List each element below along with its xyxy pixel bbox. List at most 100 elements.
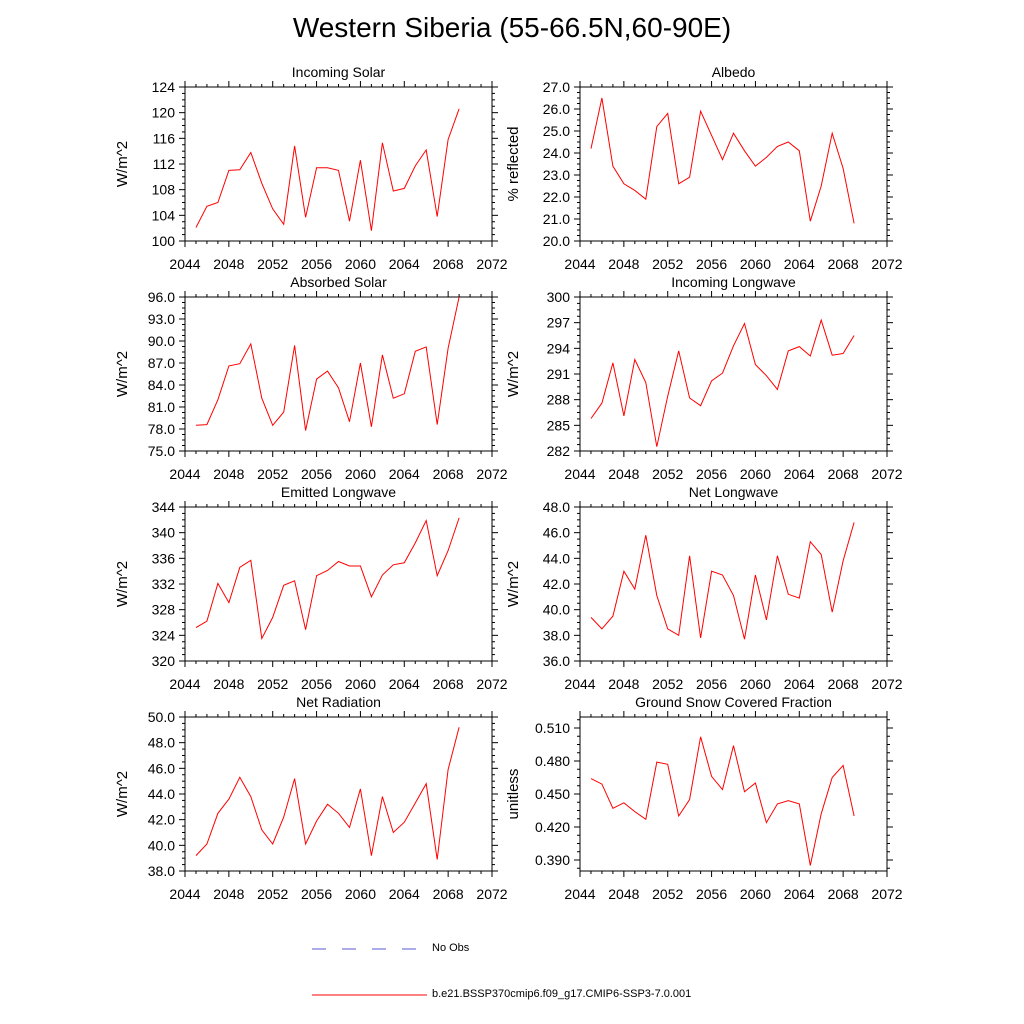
x-tick-label: 2048 — [608, 256, 639, 272]
x-tick-label: 2072 — [476, 466, 507, 482]
x-tick-label: 2052 — [257, 256, 288, 272]
x-tick-label: 2044 — [564, 886, 595, 902]
series-line-net-longwave — [590, 522, 855, 640]
series-line-absorbed-solar — [195, 296, 460, 431]
x-tick-label: 2052 — [257, 886, 288, 902]
plot-frame-incoming-solar — [184, 86, 493, 242]
y-tick-label: 0.480 — [535, 753, 570, 769]
y-tick-label: 40.0 — [543, 602, 570, 618]
legend-obs-line — [312, 948, 422, 950]
plot-frame-emitted-longwave — [184, 506, 493, 662]
legend-model-label: b.e21.BSSP370cmip6.f09_g17.CMIP6-SSP3-7.… — [432, 988, 692, 1000]
x-tick-label: 2048 — [213, 676, 244, 692]
y-axis-label-incoming-solar: W/m^2 — [114, 141, 131, 187]
x-tick-label: 2048 — [608, 886, 639, 902]
y-axis-label-absorbed-solar: W/m^2 — [114, 351, 131, 397]
x-tick-label: 2060 — [740, 676, 771, 692]
x-tick-label: 2068 — [828, 886, 859, 902]
panel-absorbed-solar: Absorbed Solar 2044 2048 2052 2056 2060 2064 20… — [114, 274, 508, 482]
y-tick-label: 324 — [152, 627, 176, 643]
series-line-ground-snow-covered-fraction — [590, 736, 855, 866]
y-tick-label: 44.0 — [543, 550, 570, 566]
x-tick-label: 2064 — [784, 256, 815, 272]
y-tick-label: 294 — [547, 340, 571, 356]
x-tick-label: 2072 — [871, 466, 902, 482]
x-tick-label: 2052 — [257, 676, 288, 692]
y-tick-label: 75.0 — [148, 443, 175, 459]
y-tick-label: 0.390 — [535, 852, 570, 868]
x-tick-label: 2048 — [608, 466, 639, 482]
x-tick-label: 2044 — [169, 256, 200, 272]
y-tick-label: 0.420 — [535, 819, 570, 835]
x-tick-label: 2044 — [169, 466, 200, 482]
x-tick-label: 2044 — [564, 256, 595, 272]
x-tick-label: 2048 — [213, 466, 244, 482]
series-line-incoming-longwave — [590, 318, 855, 447]
x-tick-label: 2068 — [828, 466, 859, 482]
y-tick-label: 120 — [152, 105, 176, 121]
y-axis-label-incoming-longwave: W/m^2 — [505, 351, 522, 397]
x-tick-label: 2052 — [652, 886, 683, 902]
x-tick-label: 2068 — [433, 256, 464, 272]
y-tick-label: 38.0 — [148, 863, 175, 879]
panel-ground-snow-covered-fraction: Ground Snow Covered Fraction 2044 2048 2052… — [505, 694, 903, 902]
legend-obs-label: No Obs — [432, 942, 470, 954]
x-tick-label: 2056 — [301, 886, 332, 902]
y-tick-label: 24.0 — [543, 145, 570, 161]
x-tick-label: 2072 — [476, 886, 507, 902]
y-axis-label-albedo: % reflected — [505, 126, 522, 201]
x-tick-label: 2064 — [784, 676, 815, 692]
y-tick-label: 100 — [152, 233, 176, 249]
y-axis-label-emitted-longwave: W/m^2 — [114, 561, 131, 607]
y-tick-label: 320 — [152, 653, 176, 669]
y-tick-label: 42.0 — [543, 576, 570, 592]
y-tick-label: 336 — [152, 550, 176, 566]
y-tick-label: 42.0 — [148, 812, 175, 828]
y-tick-label: 25.0 — [543, 123, 570, 139]
panel-title-net-longwave: Net Longwave — [689, 484, 779, 500]
x-tick-label: 2060 — [345, 466, 376, 482]
y-tick-label: 328 — [152, 602, 176, 618]
x-tick-label: 2052 — [652, 256, 683, 272]
y-tick-label: 108 — [152, 182, 176, 198]
plot-frame-net-longwave — [579, 506, 888, 662]
plot-frame-incoming-longwave — [579, 296, 888, 452]
panel-incoming-longwave: Incoming Longwave 2044 2048 2052 2056 2060 206… — [505, 274, 903, 482]
x-tick-label: 2072 — [871, 676, 902, 692]
panel-title-ground-snow-covered-fraction: Ground Snow Covered Fraction — [635, 694, 832, 710]
panel-title-emitted-longwave: Emitted Longwave — [281, 484, 396, 500]
y-tick-label: 81.0 — [148, 399, 175, 415]
y-tick-label: 0.510 — [535, 720, 570, 736]
legend-model-line — [312, 994, 427, 996]
x-tick-label: 2056 — [696, 256, 727, 272]
y-tick-label: 340 — [152, 525, 176, 541]
series-line-emitted-longwave — [195, 517, 460, 641]
y-tick-label: 40.0 — [148, 837, 175, 853]
x-tick-label: 2044 — [564, 466, 595, 482]
y-tick-label: 288 — [547, 392, 571, 408]
y-tick-label: 48.0 — [148, 735, 175, 751]
panel-net-radiation: Net Radiation 2044 2048 2052 2056 2060 2064 206… — [114, 694, 508, 902]
y-tick-label: 104 — [152, 207, 176, 223]
y-tick-label: 84.0 — [148, 377, 175, 393]
x-tick-label: 2068 — [828, 256, 859, 272]
y-tick-label: 124 — [152, 79, 176, 95]
y-tick-label: 27.0 — [543, 79, 570, 95]
y-tick-label: 93.0 — [148, 311, 175, 327]
x-tick-label: 2060 — [345, 676, 376, 692]
x-tick-label: 2052 — [652, 676, 683, 692]
x-tick-label: 2064 — [389, 676, 420, 692]
plot-frame-absorbed-solar — [184, 296, 493, 452]
y-tick-label: 26.0 — [543, 101, 570, 117]
x-tick-label: 2044 — [169, 886, 200, 902]
y-tick-label: 285 — [547, 417, 571, 433]
y-tick-label: 21.0 — [543, 211, 570, 227]
x-tick-label: 2060 — [740, 466, 771, 482]
y-tick-label: 50.0 — [148, 709, 175, 725]
x-tick-label: 2048 — [213, 256, 244, 272]
x-tick-label: 2052 — [652, 466, 683, 482]
figure-title: Western Siberia (55-66.5N,60-90E) — [292, 12, 732, 43]
panel-title-incoming-longwave: Incoming Longwave — [671, 274, 796, 290]
x-tick-label: 2056 — [696, 886, 727, 902]
